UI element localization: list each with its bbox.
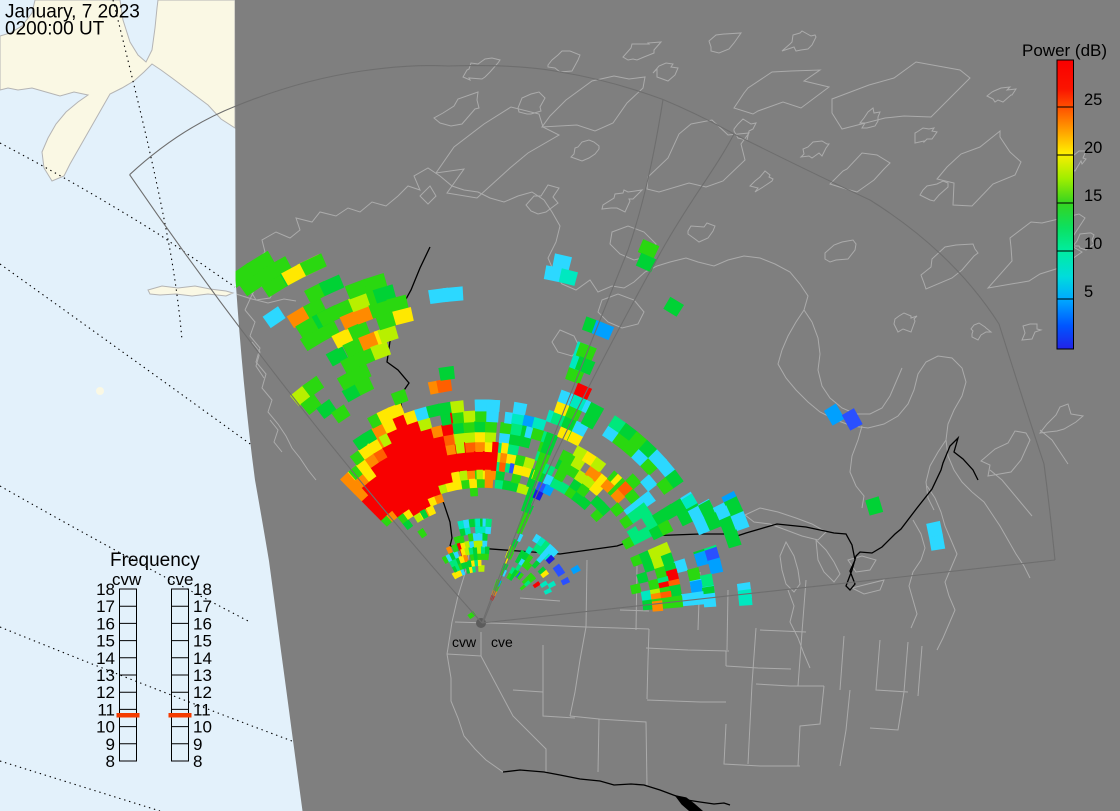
- svg-text:12: 12: [193, 683, 212, 702]
- svg-text:15: 15: [96, 632, 115, 651]
- svg-text:5: 5: [1084, 283, 1093, 301]
- svg-text:11: 11: [97, 700, 115, 719]
- svg-text:cve: cve: [167, 570, 193, 589]
- svg-text:12: 12: [96, 683, 115, 702]
- svg-text:13: 13: [96, 666, 115, 685]
- svg-text:15: 15: [193, 632, 212, 651]
- svg-text:0200:00 UT: 0200:00 UT: [5, 19, 105, 40]
- svg-text:Power (dB): Power (dB): [1022, 41, 1107, 60]
- svg-text:cve: cve: [491, 634, 513, 650]
- svg-text:16: 16: [96, 614, 115, 633]
- svg-text:16: 16: [193, 614, 212, 633]
- svg-text:18: 18: [193, 580, 212, 599]
- svg-text:11: 11: [193, 700, 211, 719]
- svg-text:17: 17: [193, 597, 212, 616]
- svg-text:14: 14: [96, 649, 115, 668]
- svg-text:10: 10: [193, 718, 212, 737]
- svg-text:cvw: cvw: [112, 570, 142, 589]
- svg-text:18: 18: [96, 580, 115, 599]
- svg-text:14: 14: [193, 649, 212, 668]
- svg-text:9: 9: [193, 735, 202, 754]
- svg-text:10: 10: [1084, 235, 1102, 253]
- svg-text:Frequency: Frequency: [110, 550, 200, 571]
- svg-text:13: 13: [193, 666, 212, 685]
- svg-text:25: 25: [1084, 91, 1102, 109]
- svg-text:15: 15: [1084, 187, 1102, 205]
- svg-text:9: 9: [106, 735, 115, 754]
- svg-text:20: 20: [1084, 139, 1102, 157]
- svg-text:January, 7 2023: January, 7 2023: [5, 2, 140, 23]
- svg-text:17: 17: [96, 597, 115, 616]
- svg-text:10: 10: [96, 718, 115, 737]
- svg-text:cvw: cvw: [452, 634, 477, 650]
- svg-text:8: 8: [193, 752, 202, 771]
- svg-text:8: 8: [106, 752, 115, 771]
